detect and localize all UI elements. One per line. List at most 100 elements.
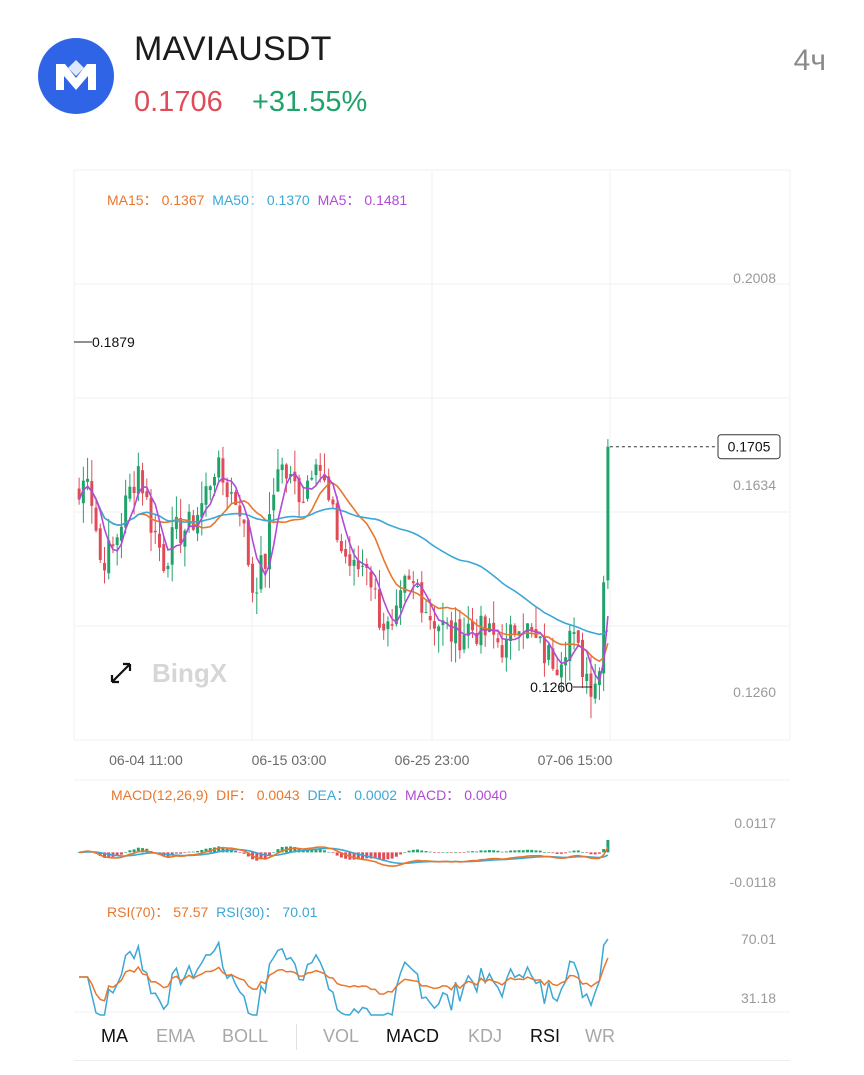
macd-bar [559,852,563,854]
macd-bar [141,848,145,853]
candle-body [234,491,238,505]
tab-ema[interactable]: EMA [156,1026,196,1046]
macd-bar [479,850,483,853]
macd-bar [597,852,601,854]
mavia-logo-icon [38,38,114,114]
candle-body [149,497,153,533]
candle-body [314,464,318,476]
candle-body [174,516,178,530]
candle-body [115,537,119,546]
candle-body [411,581,415,584]
dif-line [78,846,609,868]
macd-bar [136,847,140,853]
macd-bar [331,852,335,854]
tab-kdj[interactable]: KDJ [468,1026,503,1046]
macd-bar [174,852,178,854]
candle-body [390,624,394,626]
macd-bar [306,849,310,853]
candle-body [441,620,445,626]
macd-bar [280,847,284,853]
macd-bar [314,849,318,853]
macd-bar [293,846,297,853]
main-legend: MA15： 0.1367 MA50： 0.1370 MA5： 0.1481 [107,190,411,210]
candle-body [204,486,208,505]
ma-line-ma50 [78,485,609,636]
tab-vol[interactable]: VOL [323,1026,360,1046]
indicator-tabs: MA EMA BOLL VOL MACD KDJ RSI WR [0,1016,864,1060]
ma15-value: 0.1367 [161,192,205,208]
ma-line-ma15 [78,482,609,663]
candle-body [208,486,212,491]
macd-title: MACD(12,26,9) [111,787,209,803]
dea-label: DEA： [307,787,351,803]
tab-ma[interactable]: MA [101,1026,128,1046]
candle-body [141,470,145,494]
x-tick-label: 06-15 03:00 [252,752,327,768]
candle-body [166,565,170,570]
macd-bar [420,850,424,853]
candle-body [259,555,263,590]
ma-line-ma5 [78,472,609,683]
macd-tick-label: 0.0117 [734,815,776,831]
macd-bar [246,852,250,857]
candle-body [551,648,555,669]
macd-bar [521,850,525,853]
candle-body [606,446,610,581]
candle-body [251,563,255,593]
candle-body [428,615,432,621]
macd-bar [234,851,238,853]
macd-bar [449,852,453,853]
candle-body [145,491,149,498]
macd-bar [411,849,415,853]
tab-macd[interactable]: MACD [386,1026,439,1046]
candle-body [272,494,276,511]
macd-bar [572,850,576,853]
candle-body [432,621,436,629]
macd-bar [492,850,496,853]
rsi-tick-label: 70.01 [741,931,776,947]
candle-body [297,477,301,503]
macd-bar [568,851,572,853]
y-tick-label: 0.1634 [733,477,776,493]
interval-selector[interactable]: 4ч [793,44,826,77]
candle-body [471,620,475,631]
tab-boll[interactable]: BOLL [222,1026,269,1046]
candle-body [416,586,420,588]
macd-bar [191,851,195,853]
candle-body [483,616,487,636]
tab-rsi[interactable]: RSI [530,1026,561,1046]
ma15-label: MA15： [107,192,158,208]
candle-body [487,623,491,633]
candle-body [369,571,373,588]
macd-bar [407,850,411,853]
rsi70-value: 57.57 [173,904,209,920]
macd-bar [437,852,441,853]
high-marker-label: 0.1879 [92,334,135,350]
candle-body [572,632,576,634]
candle-body [238,505,242,517]
macd-tick-label: -0.0118 [730,874,777,890]
candle-body [267,514,271,570]
candle-body [593,683,597,699]
macd-bar [538,850,542,853]
macd-bar [542,852,546,853]
macd-bar [356,852,360,860]
candle-body [179,518,183,544]
macd-bar [589,852,593,855]
candle-body [90,481,94,506]
tab-wr[interactable]: WR [585,1026,615,1046]
macd-bar [399,852,403,855]
candle-body [158,533,161,548]
candle-body [504,638,508,658]
macd-bar [369,852,373,859]
last-price-box [717,434,781,460]
macd-bar [183,852,187,854]
candle-body [462,634,466,650]
candle-body [103,562,106,571]
candle-body [136,466,140,494]
macd-bar [170,852,174,856]
candle-body [306,480,310,499]
macd-legend: MACD(12,26,9) DIF： 0.0043 DEA： 0.0002 MACD… [111,785,511,805]
macd-bar [441,852,445,853]
